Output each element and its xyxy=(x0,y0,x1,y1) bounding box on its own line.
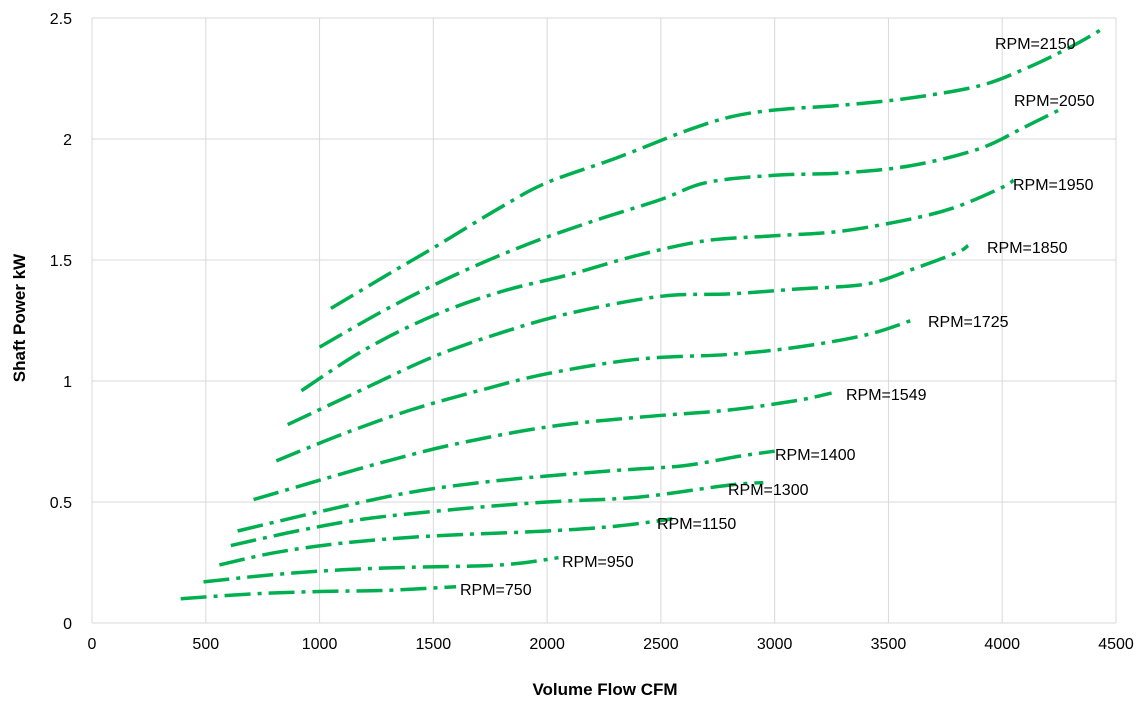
series-label: RPM=1850 xyxy=(987,240,1068,257)
x-tick-label: 4000 xyxy=(984,636,1020,653)
series-label: RPM=950 xyxy=(562,554,634,571)
x-tick-label: 3500 xyxy=(871,636,907,653)
series-lines xyxy=(180,26,1106,601)
series-label: RPM=750 xyxy=(460,582,532,599)
x-tick-label: 1000 xyxy=(302,636,338,653)
x-tick-label: 2000 xyxy=(529,636,565,653)
series-label: RPM=1950 xyxy=(1013,177,1094,194)
y-axis-title: Shaft Power kW xyxy=(10,253,29,382)
series-label: RPM=1400 xyxy=(775,447,856,464)
x-axis-title: Volume Flow CFM xyxy=(532,680,677,699)
x-tick-label: 0 xyxy=(88,636,97,653)
x-axis-ticks: 0 500 1000 1500 2000 2500 3000 3500 4000 4500 xyxy=(88,636,1134,653)
series-label: RPM=1725 xyxy=(928,314,1009,331)
x-tick-label: 3000 xyxy=(757,636,793,653)
x-tick-label: 1500 xyxy=(416,636,452,653)
y-tick-label: 1 xyxy=(63,374,72,391)
series-labels: RPM=750 RPM=950 RPM=1150 RPM=1300 RPM=1400 RP… xyxy=(460,36,1095,599)
y-tick-label: 0.5 xyxy=(50,495,72,512)
series-line xyxy=(318,108,1060,349)
series-line xyxy=(330,26,1106,310)
series-line xyxy=(300,178,1015,393)
y-axis-ticks: 0 0.5 1 1.5 2 2.5 xyxy=(50,11,72,633)
series-label: RPM=2050 xyxy=(1014,93,1095,110)
series-line xyxy=(237,449,775,533)
series-line xyxy=(230,480,764,548)
series-label: RPM=1150 xyxy=(657,516,736,533)
series-label: RPM=1549 xyxy=(846,387,927,404)
y-tick-label: 2 xyxy=(63,132,72,149)
y-tick-label: 0 xyxy=(63,616,72,633)
series-label: RPM=1300 xyxy=(728,482,809,499)
y-tick-label: 1.5 xyxy=(50,253,72,270)
series-line xyxy=(180,584,457,601)
series-line xyxy=(286,244,970,427)
x-tick-label: 500 xyxy=(192,636,219,653)
x-tick-label: 2500 xyxy=(643,636,679,653)
series-line xyxy=(219,517,673,567)
series-line xyxy=(253,391,832,502)
series-label: RPM=2150 xyxy=(995,36,1076,53)
y-tick-label: 2.5 xyxy=(50,11,72,28)
x-tick-label: 4500 xyxy=(1098,636,1134,653)
series-line xyxy=(203,555,559,584)
series-line xyxy=(275,318,912,463)
